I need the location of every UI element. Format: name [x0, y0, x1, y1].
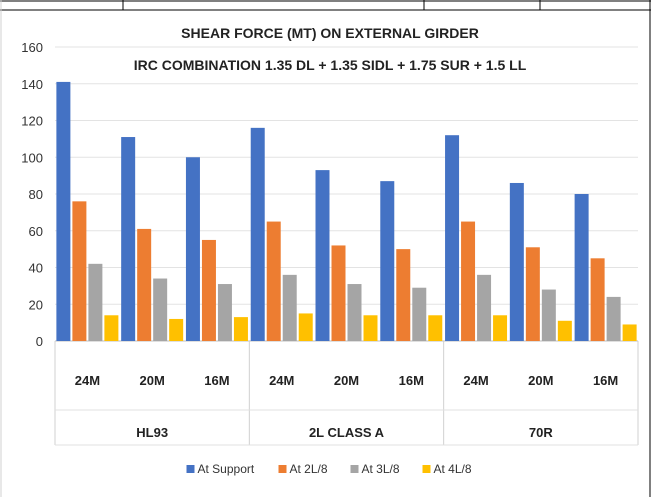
x-tick-label: 20M — [140, 373, 165, 388]
bar — [412, 287, 427, 341]
y-tick-label: 100 — [21, 150, 43, 165]
bar — [233, 317, 248, 341]
x-tick-label: 16M — [399, 373, 424, 388]
bar — [266, 221, 281, 341]
group-label: HL93 — [136, 425, 168, 440]
chart-title: SHEAR FORCE (MT) ON EXTERNAL GIRDER — [181, 25, 479, 41]
bars — [56, 81, 637, 341]
bar — [185, 157, 200, 341]
x-tick-label: 20M — [528, 373, 553, 388]
bar — [557, 320, 572, 341]
legend: At Support At 2L/8 At 3L/8 At 4L/8 — [186, 462, 472, 476]
bar — [461, 221, 476, 341]
y-tick-label: 60 — [29, 224, 43, 239]
y-tick-label: 160 — [21, 40, 43, 55]
bar — [347, 284, 362, 341]
bar — [201, 239, 216, 341]
y-tick-label: 140 — [21, 77, 43, 92]
bar — [169, 318, 184, 341]
bar — [315, 170, 330, 341]
bar — [217, 284, 232, 341]
bar — [250, 127, 265, 341]
chart-subtitle: IRC COMBINATION 1.35 DL + 1.35 SIDL + 1.… — [134, 57, 527, 73]
bar — [104, 315, 119, 341]
bar — [298, 313, 313, 341]
bar — [121, 137, 136, 341]
x-tick-label: 24M — [75, 373, 100, 388]
x-tick-label: 16M — [593, 373, 618, 388]
y-tick-label: 80 — [29, 187, 43, 202]
bar — [509, 182, 524, 341]
bar — [606, 296, 621, 341]
group-label: 70R — [529, 425, 553, 440]
bar — [525, 247, 540, 341]
bar — [56, 81, 71, 341]
bar — [380, 181, 395, 341]
gridlines — [55, 46, 638, 342]
bar — [282, 274, 297, 341]
legend-swatch — [422, 465, 431, 473]
bar — [331, 245, 346, 341]
legend-label: At 3L/8 — [362, 462, 400, 476]
bar — [137, 228, 152, 341]
bar — [72, 201, 87, 341]
bar — [445, 135, 460, 341]
y-tick-label: 120 — [21, 114, 43, 129]
bar — [622, 324, 637, 341]
legend-swatch — [350, 465, 359, 473]
bar — [541, 289, 556, 341]
bar — [88, 263, 103, 341]
y-axis-ticks: 0 20 40 60 80 100 120 140 160 — [21, 40, 43, 349]
y-tick-label: 0 — [36, 334, 43, 349]
legend-swatch — [278, 465, 287, 473]
x-tick-label: 20M — [334, 373, 359, 388]
bar — [428, 315, 443, 341]
y-tick-label: 20 — [29, 297, 43, 312]
y-tick-label: 40 — [29, 261, 43, 276]
x-tick-label: 24M — [463, 373, 488, 388]
legend-swatch — [186, 465, 195, 473]
bar — [396, 249, 411, 341]
bar — [363, 315, 378, 341]
bar — [574, 194, 589, 341]
group-label: 2L CLASS A — [309, 425, 385, 440]
bar — [153, 278, 168, 341]
x-tick-label: 16M — [204, 373, 229, 388]
bar — [493, 315, 508, 341]
bar — [590, 258, 605, 341]
x-axis: 24M 20M 16M 24M 20M 16M 24M 20M 16M HL93 2L CLASS … — [54, 341, 639, 446]
legend-label: At 2L/8 — [290, 462, 328, 476]
legend-label: At 4L/8 — [434, 462, 472, 476]
bar — [477, 274, 492, 341]
legend-label: At Support — [198, 462, 255, 476]
x-tick-label: 24M — [269, 373, 294, 388]
